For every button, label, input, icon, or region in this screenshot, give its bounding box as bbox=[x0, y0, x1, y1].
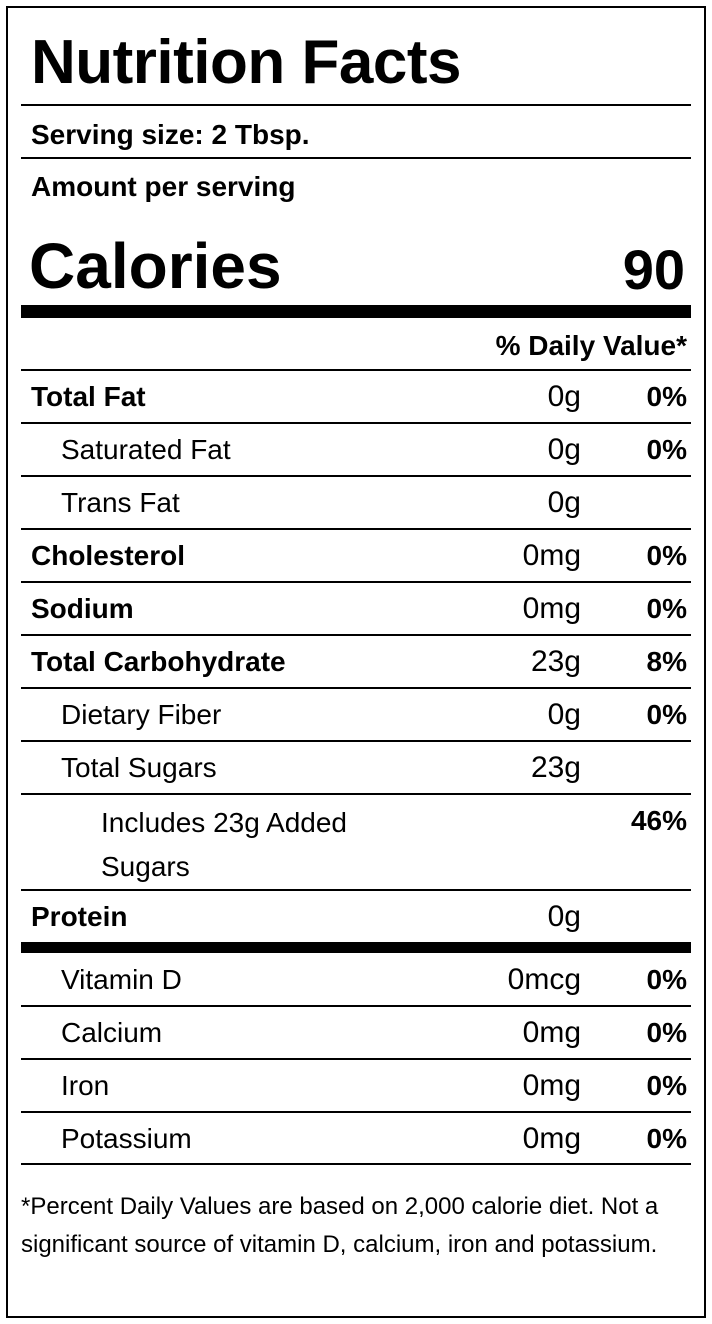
label-title: Nutrition Facts bbox=[31, 28, 461, 97]
nutrient-row-sodium: Sodium 0mg 0% bbox=[21, 583, 691, 635]
divider bbox=[21, 104, 691, 106]
divider bbox=[21, 581, 691, 583]
thick-divider bbox=[21, 942, 691, 953]
divider bbox=[21, 1163, 691, 1165]
vitamin-amount: 0mg bbox=[522, 1069, 581, 1102]
nutrient-amount: 0g bbox=[547, 486, 581, 519]
nutrient-row-total-fat: Total Fat 0g 0% bbox=[21, 371, 691, 423]
divider bbox=[21, 369, 691, 371]
vitamin-row-potassium: Potassium 0mg 0% bbox=[21, 1113, 691, 1165]
nutrient-daily-value: 46% bbox=[630, 805, 687, 836]
nutrient-amount: 0g bbox=[547, 380, 581, 413]
divider bbox=[21, 1111, 691, 1113]
nutrient-row-total-sugars: Total Sugars 23g bbox=[21, 742, 691, 794]
nutrient-row-added-sugars: Includes 23g Added Sugars 46% bbox=[21, 795, 691, 890]
vitamin-name: Iron bbox=[61, 1070, 110, 1101]
nutrient-row-protein: Protein 0g bbox=[21, 891, 691, 943]
nutrient-amount: 0mg bbox=[522, 539, 581, 572]
nutrient-name: Sodium bbox=[31, 593, 134, 624]
vitamin-row-vitamin-d: Vitamin D 0mcg 0% bbox=[21, 954, 691, 1006]
nutrient-name: Dietary Fiber bbox=[61, 699, 222, 730]
nutrient-row-cholesterol: Cholesterol 0mg 0% bbox=[21, 530, 691, 582]
nutrient-name: Cholesterol bbox=[31, 540, 186, 571]
divider bbox=[21, 740, 691, 742]
divider bbox=[21, 528, 691, 530]
footnote: *Percent Daily Values are based on 2,000… bbox=[21, 1193, 659, 1258]
divider bbox=[21, 634, 691, 636]
nutrient-amount: 0g bbox=[547, 698, 581, 731]
vitamin-amount: 0mcg bbox=[507, 963, 581, 996]
amount-per-serving: Amount per serving bbox=[31, 171, 296, 202]
nutrient-daily-value: 8% bbox=[646, 646, 687, 677]
calories-value: 90 bbox=[622, 238, 685, 301]
nutrient-amount: 23g bbox=[530, 645, 581, 678]
vitamin-row-iron: Iron 0mg 0% bbox=[21, 1060, 691, 1112]
nutrient-name: Includes 23g Added Sugars bbox=[101, 807, 347, 882]
nutrient-row-saturated-fat: Saturated Fat 0g 0% bbox=[21, 424, 691, 476]
nutrient-daily-value: 0% bbox=[646, 540, 687, 571]
vitamin-daily-value: 0% bbox=[646, 964, 687, 995]
vitamin-daily-value: 0% bbox=[646, 1123, 687, 1154]
vitamin-daily-value: 0% bbox=[646, 1070, 687, 1101]
daily-value-header: % Daily Value* bbox=[495, 330, 687, 361]
nutrient-row-dietary-fiber: Dietary Fiber 0g 0% bbox=[21, 689, 691, 741]
serving-size: Serving size: 2 Tbsp. bbox=[31, 119, 310, 150]
divider bbox=[21, 1058, 691, 1060]
nutrient-row-total-carbohydrate: Total Carbohydrate 23g 8% bbox=[21, 636, 691, 688]
divider bbox=[21, 793, 691, 795]
divider bbox=[21, 422, 691, 424]
nutrient-daily-value: 0% bbox=[646, 381, 687, 412]
nutrient-amount: 0mg bbox=[522, 592, 581, 625]
nutrient-daily-value: 0% bbox=[646, 434, 687, 465]
divider bbox=[21, 687, 691, 689]
vitamin-daily-value: 0% bbox=[646, 1017, 687, 1048]
vitamin-name: Potassium bbox=[61, 1123, 192, 1154]
nutrient-name: Protein bbox=[31, 901, 128, 932]
nutrient-name: Total Fat bbox=[31, 381, 146, 412]
vitamin-amount: 0mg bbox=[522, 1016, 581, 1049]
vitamin-name: Vitamin D bbox=[61, 964, 182, 995]
divider bbox=[21, 1005, 691, 1007]
nutrient-amount: 0g bbox=[547, 433, 581, 466]
divider bbox=[21, 157, 691, 159]
divider bbox=[21, 475, 691, 477]
nutrition-facts-label: Nutrition Facts Serving size: 2 Tbsp. Am… bbox=[6, 6, 706, 1318]
vitamin-amount: 0mg bbox=[522, 1122, 581, 1155]
nutrient-row-trans-fat: Trans Fat 0g bbox=[21, 477, 691, 529]
nutrient-name: Saturated Fat bbox=[61, 434, 231, 465]
divider bbox=[21, 889, 691, 891]
label-content: Nutrition Facts Serving size: 2 Tbsp. Am… bbox=[21, 8, 691, 1316]
nutrient-name: Total Carbohydrate bbox=[31, 646, 286, 677]
nutrient-name: Total Sugars bbox=[61, 752, 217, 783]
thick-divider bbox=[21, 305, 691, 318]
nutrient-amount: 0g bbox=[547, 900, 581, 933]
calories-label: Calories bbox=[29, 230, 282, 302]
nutrient-amount: 23g bbox=[530, 751, 581, 784]
nutrient-daily-value: 0% bbox=[646, 593, 687, 624]
vitamin-name: Calcium bbox=[61, 1017, 163, 1048]
vitamin-row-calcium: Calcium 0mg 0% bbox=[21, 1007, 691, 1059]
nutrient-daily-value: 0% bbox=[646, 699, 687, 730]
nutrient-name: Trans Fat bbox=[61, 487, 180, 518]
